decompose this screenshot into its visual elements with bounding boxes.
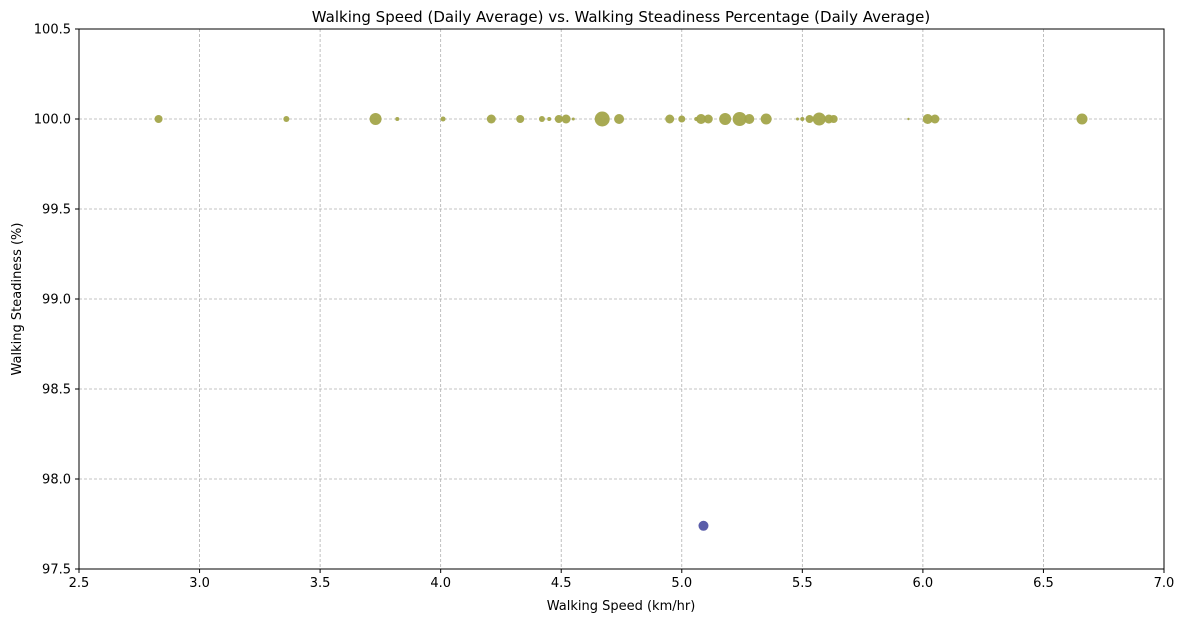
scatter-point [614, 114, 625, 124]
scatter-point [805, 115, 814, 123]
x-axis-ticks: 2.5 3.0 3.5 4.0 4.5 5.0 5.5 6.0 6.5 7.0 [69, 569, 1175, 591]
scatter-point [547, 117, 552, 121]
scatter-point [486, 114, 496, 124]
scatter-point [812, 112, 826, 126]
y-tick-label: 100.5 [34, 23, 71, 38]
x-tick-label: 7.0 [1154, 576, 1175, 591]
x-tick-label: 4.0 [430, 576, 451, 591]
scatter-point [283, 116, 290, 122]
scatter-point [395, 117, 400, 121]
scatter-point [369, 113, 382, 125]
scatter-point [554, 115, 563, 123]
x-tick-label: 5.5 [792, 576, 813, 591]
scatter-point [829, 115, 838, 123]
x-axis-label: Walking Speed (km/hr) [547, 599, 696, 614]
y-axis-ticks: 97.5 98.0 98.5 99.0 99.5 100.0 100.5 [34, 23, 79, 578]
scatter-point [1076, 113, 1088, 125]
y-tick-label: 99.5 [42, 203, 71, 218]
x-tick-label: 3.0 [189, 576, 210, 591]
scatter-point [665, 114, 675, 124]
scatter-point [744, 114, 755, 124]
y-tick-label: 98.0 [42, 473, 71, 488]
grid-lines [79, 29, 1164, 569]
scatter-point [922, 114, 933, 124]
y-tick-label: 98.5 [42, 383, 71, 398]
chart-title: Walking Speed (Daily Average) vs. Walkin… [312, 8, 930, 26]
x-tick-label: 3.5 [310, 576, 331, 591]
scatter-point [698, 520, 709, 531]
scatter-point [703, 114, 713, 124]
scatter-point [760, 113, 772, 125]
scatter-point [907, 117, 910, 121]
scatter-point [571, 117, 575, 121]
x-tick-label: 4.5 [551, 576, 572, 591]
x-tick-label: 6.5 [1033, 576, 1054, 591]
x-tick-label: 5.0 [671, 576, 692, 591]
y-tick-label: 100.0 [34, 113, 71, 128]
scatter-point [538, 116, 545, 122]
scatter-point [719, 113, 732, 125]
x-tick-label: 6.0 [913, 576, 934, 591]
scatter-point [594, 111, 610, 127]
scatter-point [440, 116, 446, 122]
y-tick-label: 97.5 [42, 563, 71, 578]
x-tick-label: 2.5 [69, 576, 90, 591]
y-axis-label: Walking Steadiness (%) [10, 223, 25, 376]
scatter-point [800, 117, 805, 121]
scatter-point [678, 115, 686, 123]
scatter-point [930, 114, 940, 124]
scatter-point [696, 114, 707, 124]
scatter-point [561, 114, 571, 124]
data-points [154, 111, 1088, 531]
scatter-point [154, 115, 163, 123]
y-tick-label: 99.0 [42, 293, 71, 308]
scatter-point [516, 115, 525, 123]
scatter-point [732, 112, 747, 126]
scatter-point [796, 117, 800, 121]
